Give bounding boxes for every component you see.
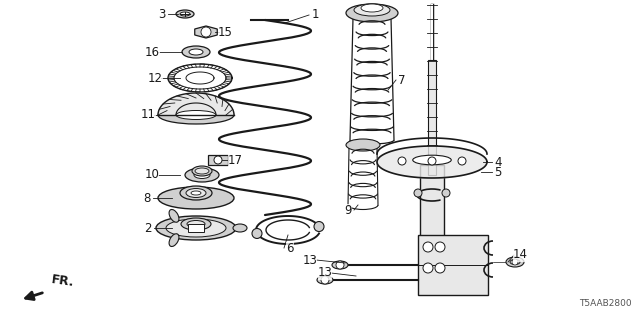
Text: T5AAB2800: T5AAB2800 xyxy=(579,299,632,308)
Text: 8: 8 xyxy=(143,191,150,204)
Ellipse shape xyxy=(354,4,390,16)
Text: FR.: FR. xyxy=(50,273,75,289)
Ellipse shape xyxy=(189,49,203,55)
Circle shape xyxy=(435,242,445,252)
Ellipse shape xyxy=(176,10,194,18)
Text: 10: 10 xyxy=(145,169,159,181)
Circle shape xyxy=(201,27,211,37)
Text: 9: 9 xyxy=(344,204,352,217)
FancyBboxPatch shape xyxy=(208,155,228,165)
Text: 13: 13 xyxy=(303,253,317,267)
Circle shape xyxy=(214,156,222,164)
Ellipse shape xyxy=(192,166,212,176)
Circle shape xyxy=(321,276,329,284)
Ellipse shape xyxy=(413,155,451,165)
Text: 2: 2 xyxy=(144,221,152,235)
Ellipse shape xyxy=(176,110,216,119)
Text: 4: 4 xyxy=(494,156,502,169)
Text: 5: 5 xyxy=(494,165,502,179)
Text: 6: 6 xyxy=(286,242,294,254)
Circle shape xyxy=(336,261,344,269)
Ellipse shape xyxy=(195,168,209,174)
Ellipse shape xyxy=(332,261,348,269)
Ellipse shape xyxy=(185,168,219,182)
Ellipse shape xyxy=(158,106,234,124)
Circle shape xyxy=(414,189,422,197)
FancyBboxPatch shape xyxy=(188,224,204,232)
FancyBboxPatch shape xyxy=(418,235,488,295)
Ellipse shape xyxy=(182,46,210,58)
Ellipse shape xyxy=(169,234,179,246)
Ellipse shape xyxy=(187,220,205,228)
Ellipse shape xyxy=(186,188,206,197)
Text: 16: 16 xyxy=(145,45,159,59)
Text: 1: 1 xyxy=(311,9,319,21)
Ellipse shape xyxy=(233,224,247,232)
Text: 17: 17 xyxy=(227,154,243,166)
FancyBboxPatch shape xyxy=(428,60,436,175)
Ellipse shape xyxy=(181,218,211,230)
Polygon shape xyxy=(158,93,234,115)
Text: 15: 15 xyxy=(218,26,232,38)
Circle shape xyxy=(435,263,445,273)
Ellipse shape xyxy=(158,187,234,209)
Circle shape xyxy=(314,221,324,232)
Circle shape xyxy=(423,242,433,252)
Circle shape xyxy=(252,228,262,238)
Circle shape xyxy=(428,157,436,165)
Ellipse shape xyxy=(169,210,179,222)
Ellipse shape xyxy=(191,191,201,195)
Circle shape xyxy=(512,259,518,265)
Text: 7: 7 xyxy=(398,74,406,86)
Text: 14: 14 xyxy=(513,249,527,261)
Text: 13: 13 xyxy=(317,267,332,279)
Circle shape xyxy=(423,263,433,273)
Ellipse shape xyxy=(194,172,210,179)
Ellipse shape xyxy=(180,186,212,200)
Text: 3: 3 xyxy=(158,7,166,20)
Ellipse shape xyxy=(156,216,236,240)
Text: 12: 12 xyxy=(147,71,163,84)
Polygon shape xyxy=(195,26,217,38)
Circle shape xyxy=(442,189,450,197)
Ellipse shape xyxy=(510,260,520,265)
FancyBboxPatch shape xyxy=(420,165,444,240)
Ellipse shape xyxy=(346,139,380,151)
Ellipse shape xyxy=(317,276,333,284)
Circle shape xyxy=(458,157,466,165)
Ellipse shape xyxy=(166,219,226,237)
Ellipse shape xyxy=(346,4,398,22)
Circle shape xyxy=(398,157,406,165)
Text: 11: 11 xyxy=(141,108,156,122)
Polygon shape xyxy=(377,146,487,178)
Ellipse shape xyxy=(506,257,524,267)
Ellipse shape xyxy=(180,12,190,16)
Ellipse shape xyxy=(361,4,383,12)
